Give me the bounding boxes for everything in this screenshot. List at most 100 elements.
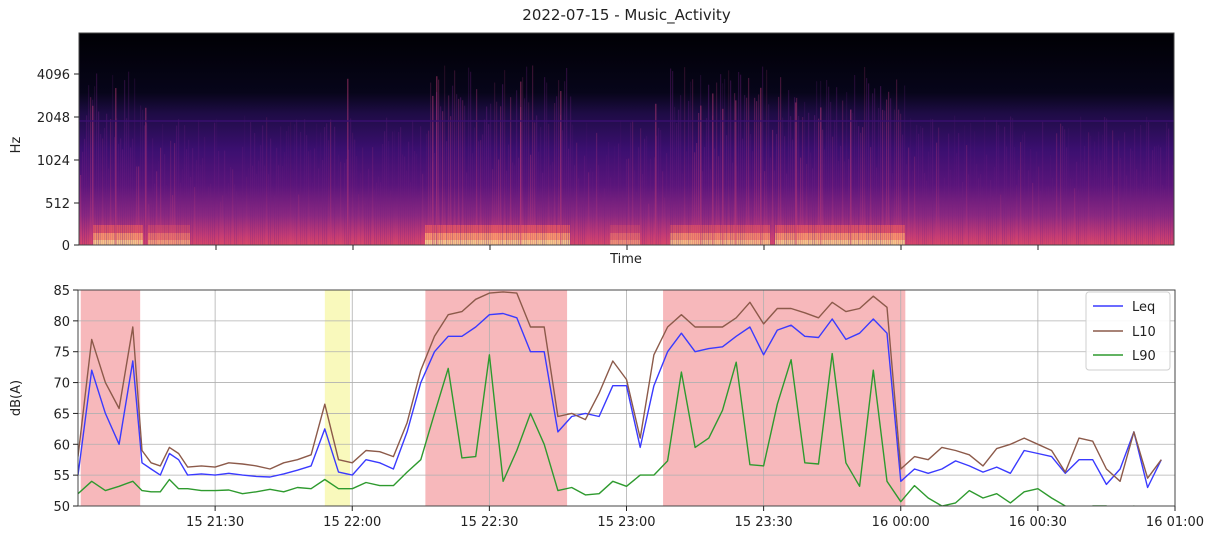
spectral-streak (882, 109, 884, 245)
spectral-streak (288, 126, 290, 245)
spectral-streak (712, 93, 714, 245)
spectral-streak (1034, 194, 1036, 245)
y-tick-label: 60 (53, 438, 70, 453)
spectral-streak (347, 78, 349, 245)
spectral-streak (322, 159, 324, 245)
spectral-streak (760, 172, 762, 245)
spectral-streak (332, 198, 334, 245)
series-line-leq (78, 312, 1162, 489)
spectral-streak (606, 154, 608, 245)
spectral-streak (708, 84, 710, 245)
spectral-streak (714, 148, 716, 245)
spectral-streak (264, 165, 266, 245)
spectral-streak (776, 134, 778, 245)
spectral-streak (795, 102, 797, 245)
spectral-streak (294, 124, 296, 245)
spectral-streak (784, 136, 786, 245)
spectral-streak (446, 141, 448, 245)
spectral-streak (934, 185, 936, 245)
spectral-streak (998, 124, 1000, 245)
spectral-streak (810, 152, 812, 245)
spectral-streak (160, 147, 162, 245)
spectral-streak (240, 189, 242, 245)
spectral-streak (220, 201, 222, 245)
spectral-streak (244, 115, 246, 245)
legend-label-l90: L90 (1132, 349, 1156, 364)
spectral-streak (752, 151, 754, 245)
spectral-streak (506, 170, 508, 245)
spectral-streak (918, 133, 920, 245)
spectral-streak (1046, 186, 1048, 245)
spectral-band (610, 233, 640, 245)
spectral-streak (568, 148, 570, 245)
spectral-streak (466, 172, 468, 245)
spectral-streak (1098, 131, 1100, 245)
spectral-streak (928, 151, 930, 245)
spectral-streak (452, 85, 454, 245)
spectral-streak (760, 87, 762, 245)
spectral-streak (664, 197, 666, 245)
spectral-streak (738, 71, 740, 245)
spectral-streak (754, 97, 756, 245)
spectral-streak (994, 167, 996, 245)
spectral-streak (656, 135, 658, 245)
spectral-streak (796, 97, 798, 245)
spectral-streak (886, 99, 888, 245)
spectral-streak (472, 153, 474, 245)
spectral-streak (510, 97, 512, 245)
spectral-streak (1090, 135, 1092, 245)
spectral-streak (834, 120, 836, 245)
spectral-streak (1148, 121, 1150, 245)
spectral-streak (364, 204, 366, 245)
spec-x-label: Time (609, 252, 642, 267)
spectral-streak (1172, 164, 1174, 245)
spectral-streak (236, 191, 238, 245)
spectral-streak (280, 126, 282, 245)
spectral-streak (1106, 118, 1108, 245)
spectral-streak (936, 142, 938, 245)
x-axis: 15 21:30 15 22:00 15 22:30 15 23:00 15 23:30… (186, 506, 1204, 530)
spectral-streak (402, 154, 404, 245)
spectral-streak (1138, 188, 1140, 245)
spectral-streak (296, 119, 298, 245)
spectral-streak (744, 95, 746, 245)
spectral-streak (1094, 141, 1096, 245)
spectral-streak (992, 195, 994, 245)
spectral-streak (454, 70, 456, 245)
spectral-streak (512, 162, 514, 245)
spectral-streak (418, 194, 420, 245)
spectral-streak (1082, 161, 1084, 245)
spectral-streak (1020, 142, 1022, 245)
spectral-streak (962, 181, 964, 245)
spectral-streak (204, 136, 206, 245)
spectral-streak (470, 71, 472, 245)
spectral-streak (1068, 128, 1070, 245)
spectral-streak (1032, 182, 1034, 245)
spectral-streak (1154, 146, 1156, 245)
spectral-streak (312, 182, 314, 245)
spectral-streak (838, 160, 840, 245)
spectral-streak (422, 173, 424, 245)
spectral-streak (262, 125, 264, 245)
spectral-streak (692, 79, 694, 245)
spectral-streak (782, 117, 784, 245)
spectral-streak (820, 107, 822, 245)
spectral-streak (532, 65, 534, 245)
spectral-streak (1168, 128, 1170, 245)
spectral-streak (1076, 161, 1078, 245)
spectral-streak (192, 148, 194, 245)
spectral-streak (178, 119, 180, 245)
series-line-l90 (78, 352, 1138, 506)
spectral-streak (948, 133, 950, 245)
spec-tick-512: 512 (45, 197, 70, 212)
spectral-streak (154, 183, 156, 245)
spectral-streak (620, 120, 622, 245)
spectral-streak (548, 123, 550, 245)
spectral-streak (626, 159, 628, 245)
spectral-streak (984, 116, 986, 245)
series-line-l10 (78, 291, 1162, 482)
spectral-streak (254, 132, 256, 245)
spectral-streak (182, 169, 184, 245)
spectral-streak (640, 128, 642, 245)
spectral-streak (706, 118, 708, 245)
